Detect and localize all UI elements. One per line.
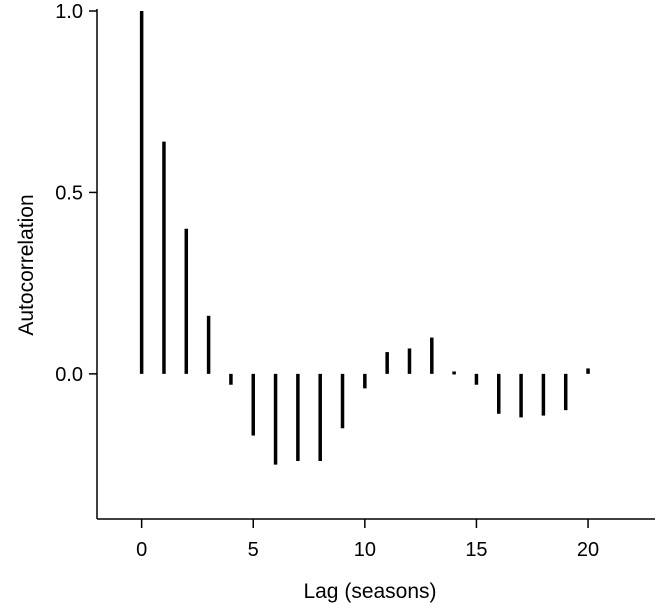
- y-tick-label: 0.0: [55, 364, 83, 386]
- y-ticks: 0.0 0.5 1.0: [55, 1, 97, 386]
- y-axis-label: Autocorrelation: [15, 194, 38, 335]
- x-axis-label: Lag (seasons): [303, 580, 436, 603]
- x-ticks: 0 5 10 15 20: [136, 519, 599, 561]
- axes: [96, 9, 655, 520]
- x-tick-label: 20: [577, 539, 599, 561]
- y-tick-label: 0.5: [55, 182, 83, 204]
- bars: [139, 11, 590, 465]
- x-tick-label: 10: [354, 539, 376, 561]
- x-tick-label: 0: [136, 539, 147, 561]
- x-tick-label: 15: [465, 539, 487, 561]
- y-tick-label: 1.0: [55, 1, 83, 23]
- x-tick-label: 5: [248, 539, 259, 561]
